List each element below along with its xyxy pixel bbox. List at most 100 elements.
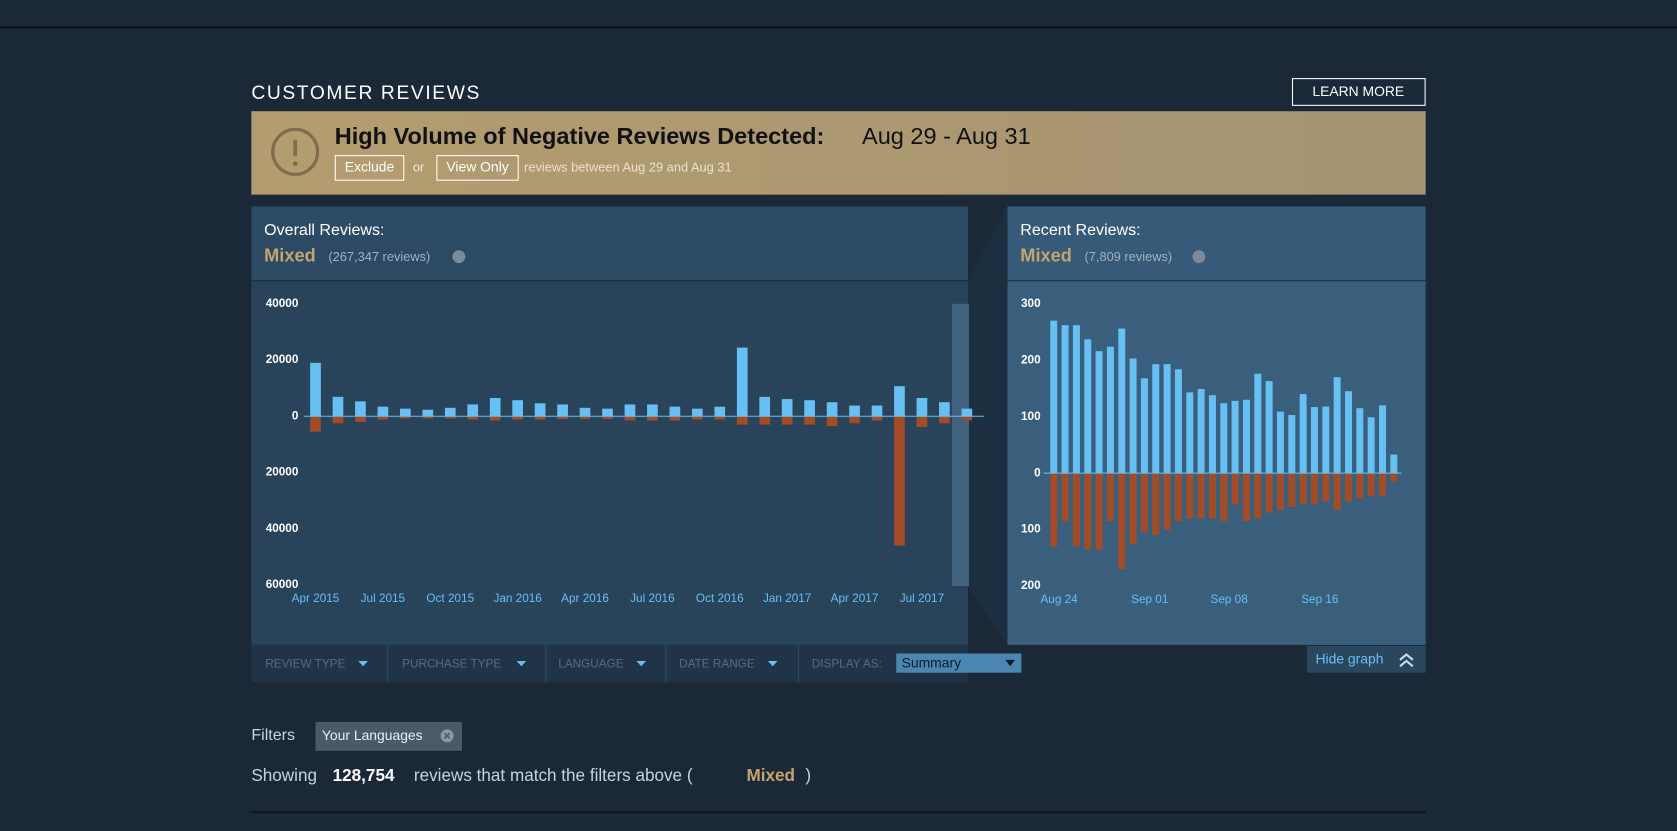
y-tick-label: 20000 xyxy=(266,353,299,366)
alert-or: or xyxy=(413,159,425,174)
bar xyxy=(1356,408,1364,474)
bar xyxy=(1288,473,1296,508)
learn-more-button[interactable] xyxy=(1291,78,1426,106)
bar xyxy=(422,416,434,419)
bar xyxy=(647,416,658,421)
bar xyxy=(1276,473,1284,510)
learn-more-label[interactable]: LEARN MORE xyxy=(1312,83,1404,99)
display-select-value[interactable]: Summary xyxy=(902,654,961,670)
bar xyxy=(1095,473,1103,550)
bar xyxy=(804,400,815,417)
filter-menu[interactable]: REVIEW TYPE xyxy=(265,657,345,670)
bar xyxy=(422,409,434,417)
hide-graph-button[interactable] xyxy=(1306,645,1426,673)
bar xyxy=(467,404,479,417)
display-select[interactable] xyxy=(896,653,1022,673)
bar xyxy=(1231,400,1239,474)
overall-label: Overall Reviews: xyxy=(264,221,384,239)
bar xyxy=(512,416,523,420)
bar xyxy=(736,416,748,425)
filter-tag-label[interactable]: Your Languages xyxy=(322,727,423,743)
bar xyxy=(961,416,973,421)
bar xyxy=(781,399,793,417)
bar xyxy=(557,416,568,420)
bar xyxy=(1220,403,1228,474)
x-tick-label: Sep 08 xyxy=(1211,593,1249,606)
y-tick-label: 20000 xyxy=(266,466,299,479)
bar xyxy=(1095,351,1103,474)
bar xyxy=(1299,394,1307,474)
x-tick-label: Jan 2017 xyxy=(763,592,811,605)
bar xyxy=(849,405,860,417)
bar xyxy=(939,402,950,417)
bar xyxy=(1333,473,1341,510)
filter-tag[interactable] xyxy=(315,721,463,751)
exclude-label[interactable]: Exclude xyxy=(345,159,395,175)
bar xyxy=(759,396,771,417)
collapse-icon xyxy=(1399,653,1414,668)
bar xyxy=(557,404,568,417)
y-tick-label: 40000 xyxy=(266,522,299,535)
hide-graph-label[interactable]: Hide graph xyxy=(1315,651,1383,667)
bar xyxy=(1152,364,1160,474)
alert-icon-dot xyxy=(292,161,298,166)
help-icon[interactable] xyxy=(452,250,466,264)
bar xyxy=(1061,325,1069,474)
view-only-button[interactable] xyxy=(436,155,519,181)
x-tick-label: Jul 2015 xyxy=(361,592,406,605)
bar xyxy=(1208,395,1216,474)
bar xyxy=(1265,381,1273,474)
bar xyxy=(1254,373,1262,474)
summary-prefix: Showing xyxy=(251,766,317,785)
bar xyxy=(669,406,681,417)
x-tick-label: Apr 2015 xyxy=(292,592,340,605)
bar xyxy=(894,416,905,546)
bar xyxy=(1118,473,1126,570)
filter-menu[interactable]: LANGUAGE xyxy=(558,657,623,670)
bar xyxy=(355,401,366,417)
bar xyxy=(714,406,726,417)
bar xyxy=(939,416,950,424)
bar xyxy=(444,416,456,419)
x-tick-label: Oct 2016 xyxy=(696,592,744,605)
bar xyxy=(1356,473,1364,499)
bar xyxy=(1322,473,1330,502)
bar xyxy=(1106,346,1114,474)
bar xyxy=(579,416,591,420)
dropdown-arrow xyxy=(516,660,527,667)
bar xyxy=(804,416,815,425)
bar xyxy=(1379,473,1386,496)
bar xyxy=(1345,473,1352,502)
y-tick-label: 0 xyxy=(292,409,299,422)
bar xyxy=(624,416,636,421)
help-icon[interactable] xyxy=(1192,250,1206,264)
bar xyxy=(1367,473,1375,496)
bar xyxy=(1231,473,1239,505)
bar xyxy=(647,404,658,417)
bar xyxy=(871,405,883,417)
bar xyxy=(1186,392,1194,474)
bar xyxy=(826,402,838,417)
remove-cross xyxy=(443,732,451,740)
bar xyxy=(1311,473,1318,505)
dropdown-arrow xyxy=(767,660,778,667)
display-as-label: DISPLAY AS: xyxy=(812,657,882,670)
bar xyxy=(1390,473,1398,482)
bar xyxy=(1163,364,1171,474)
bar xyxy=(1174,369,1182,474)
bar xyxy=(691,408,703,417)
section-title: CUSTOMER REVIEWS xyxy=(251,83,481,104)
bar xyxy=(1197,389,1205,474)
bar xyxy=(1072,473,1080,547)
bar xyxy=(1072,325,1080,474)
bar xyxy=(624,404,636,417)
alert-title: High Volume of Negative Reviews Detected… xyxy=(335,123,825,149)
y-tick-label: 100 xyxy=(1021,410,1041,423)
filter-menu[interactable]: DATE RANGE xyxy=(679,657,755,670)
filter-menu[interactable]: PURCHASE TYPE xyxy=(402,657,501,670)
view-only-label[interactable]: View Only xyxy=(446,159,508,175)
y-tick-label: 40000 xyxy=(266,297,299,310)
exclude-button[interactable] xyxy=(334,155,405,181)
x-tick-label: Sep 16 xyxy=(1301,593,1339,606)
